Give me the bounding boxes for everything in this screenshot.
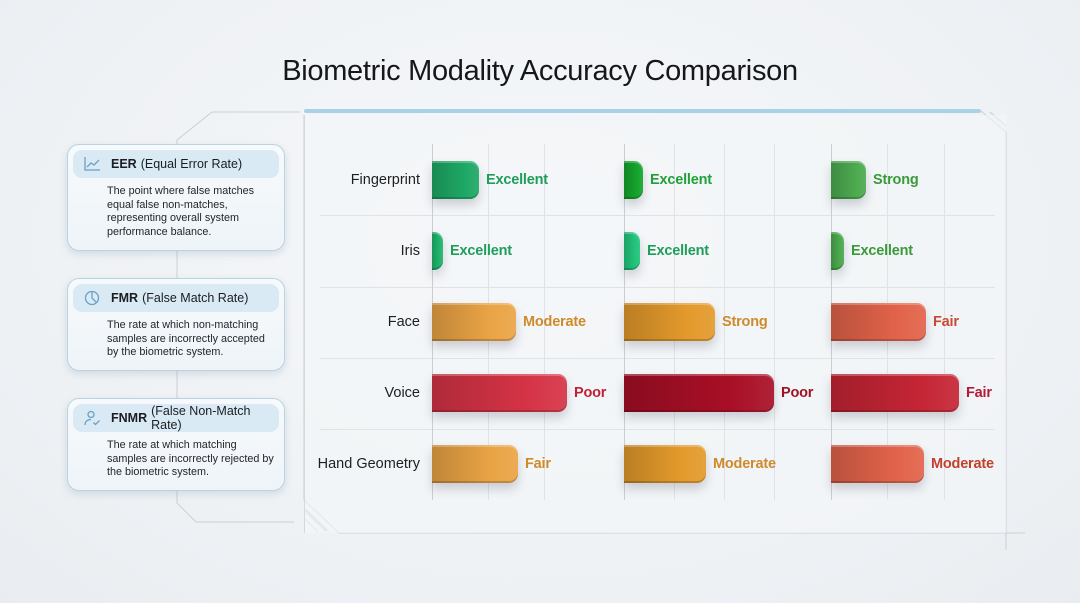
- bar-fmr: [624, 161, 643, 199]
- bar-eer: [432, 161, 479, 199]
- bar-fmr: [624, 374, 774, 412]
- rating-label: Fair: [933, 314, 959, 330]
- definition-card-eer: EER (Equal Error Rate) The point where f…: [67, 144, 285, 251]
- bar-fnmr: [831, 161, 866, 199]
- line-chart-icon: [83, 156, 101, 172]
- category-label: Voice: [384, 385, 420, 401]
- bar-fnmr: [831, 232, 844, 270]
- rating-label: Moderate: [713, 456, 776, 472]
- definition-full-name: (Equal Error Rate): [140, 157, 243, 171]
- bar-eer: [432, 445, 518, 483]
- user-check-icon: [83, 410, 101, 426]
- rating-label: Fair: [525, 456, 551, 472]
- gridline-vertical: [774, 144, 775, 500]
- definition-text: The point where false matches equal fals…: [107, 185, 255, 238]
- bar-fmr: [624, 445, 706, 483]
- category-label: Iris: [400, 243, 420, 259]
- rating-label: Excellent: [851, 243, 913, 259]
- bar-fmr: [624, 232, 640, 270]
- definition-header: FMR (False Match Rate): [73, 284, 279, 312]
- definition-text: The rate at which non-matching samples a…: [107, 319, 265, 359]
- rating-label: Moderate: [931, 456, 994, 472]
- rating-label: Strong: [873, 172, 919, 188]
- definition-abbr: FMR: [111, 291, 139, 305]
- gridline-horizontal: [320, 215, 995, 216]
- gridline-horizontal: [320, 358, 995, 359]
- definition-full-name: (False Match Rate): [142, 291, 249, 305]
- bar-fnmr: [831, 303, 926, 341]
- definition-abbr: FNMR: [111, 411, 148, 425]
- definition-card-fmr: FMR (False Match Rate) The rate at which…: [67, 278, 285, 371]
- definition-full-name: (False Non-Match Rate): [151, 404, 251, 432]
- rating-label: Moderate: [523, 314, 586, 330]
- gridline-vertical: [544, 144, 545, 500]
- gridline-vertical: [944, 144, 945, 500]
- gridline-vertical: [724, 144, 725, 500]
- definition-header: EER (Equal Error Rate): [73, 150, 279, 178]
- page-title: Biometric Modality Accuracy Comparison: [282, 55, 798, 87]
- rating-label: Excellent: [650, 172, 712, 188]
- definition-header: FNMR (False Non-Match Rate): [73, 404, 279, 432]
- rating-label: Fair: [966, 385, 992, 401]
- bar-eer: [432, 232, 443, 270]
- rating-label: Strong: [722, 314, 768, 330]
- bar-eer: [432, 374, 567, 412]
- category-label: Fingerprint: [350, 172, 420, 188]
- rating-label: Excellent: [450, 243, 512, 259]
- category-label: Hand Geometry: [317, 456, 420, 472]
- gridline-horizontal: [320, 429, 995, 430]
- gridline-horizontal: [320, 287, 995, 288]
- pie-chart-icon: [83, 290, 101, 306]
- definition-abbr: EER: [111, 157, 137, 171]
- rating-label: Excellent: [647, 243, 709, 259]
- rating-label: Excellent: [486, 172, 548, 188]
- rating-label: Poor: [574, 385, 607, 401]
- title-underline-rule: [304, 109, 981, 113]
- category-label: Face: [387, 314, 420, 330]
- bar-fnmr: [831, 445, 924, 483]
- rating-label: Poor: [781, 385, 814, 401]
- definition-card-fnmr: FNMR (False Non-Match Rate) The rate at …: [67, 398, 285, 491]
- bar-eer: [432, 303, 516, 341]
- definition-text: The rate at which matching samples are i…: [107, 439, 274, 479]
- bar-fmr: [624, 303, 715, 341]
- bar-fnmr: [831, 374, 959, 412]
